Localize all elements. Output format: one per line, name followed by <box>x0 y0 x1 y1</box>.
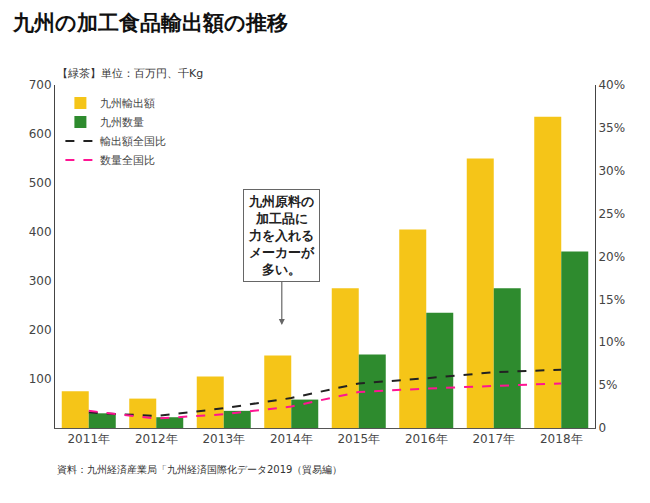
svg-text:2017年: 2017年 <box>472 432 515 446</box>
svg-text:15%: 15% <box>598 293 625 307</box>
svg-text:2012年: 2012年 <box>135 432 178 446</box>
svg-text:200: 200 <box>29 323 52 337</box>
svg-text:35%: 35% <box>598 121 625 135</box>
svg-text:資料：九州経済産業局「九州経済国際化データ2019（貿易編）: 資料：九州経済産業局「九州経済国際化データ2019（貿易編） <box>57 464 342 475</box>
svg-text:【緑茶】単位：百万円、千Kg: 【緑茶】単位：百万円、千Kg <box>57 67 203 80</box>
svg-text:九州数量: 九州数量 <box>100 116 144 129</box>
svg-text:九州原料の加工品に力を入れるメーカーが多い。: 九州原料の加工品に力を入れるメーカーが多い。 <box>248 194 315 277</box>
svg-text:九州の加工食品輸出額の推移: 九州の加工食品輸出額の推移 <box>12 11 288 35</box>
svg-text:100: 100 <box>29 372 52 386</box>
svg-text:2011年: 2011年 <box>67 432 110 446</box>
svg-text:0: 0 <box>598 421 606 435</box>
svg-text:輸出額全国比: 輸出額全国比 <box>100 135 166 148</box>
svg-text:九州輸出額: 九州輸出額 <box>100 97 155 110</box>
svg-text:2015年: 2015年 <box>337 432 380 446</box>
svg-text:600: 600 <box>29 127 52 141</box>
svg-text:2018年: 2018年 <box>540 432 583 446</box>
svg-text:700: 700 <box>29 78 52 92</box>
svg-text:300: 300 <box>29 274 52 288</box>
svg-text:40%: 40% <box>598 78 625 92</box>
svg-text:25%: 25% <box>598 207 625 221</box>
svg-text:30%: 30% <box>598 164 625 178</box>
svg-text:数量全国比: 数量全国比 <box>100 154 155 167</box>
svg-text:10%: 10% <box>598 335 625 349</box>
svg-text:5%: 5% <box>598 378 617 392</box>
svg-text:2016年: 2016年 <box>405 432 448 446</box>
svg-text:2013年: 2013年 <box>202 432 245 446</box>
svg-text:500: 500 <box>29 176 52 190</box>
svg-text:20%: 20% <box>598 250 625 264</box>
svg-text:400: 400 <box>29 225 52 239</box>
svg-text:2014年: 2014年 <box>270 432 313 446</box>
